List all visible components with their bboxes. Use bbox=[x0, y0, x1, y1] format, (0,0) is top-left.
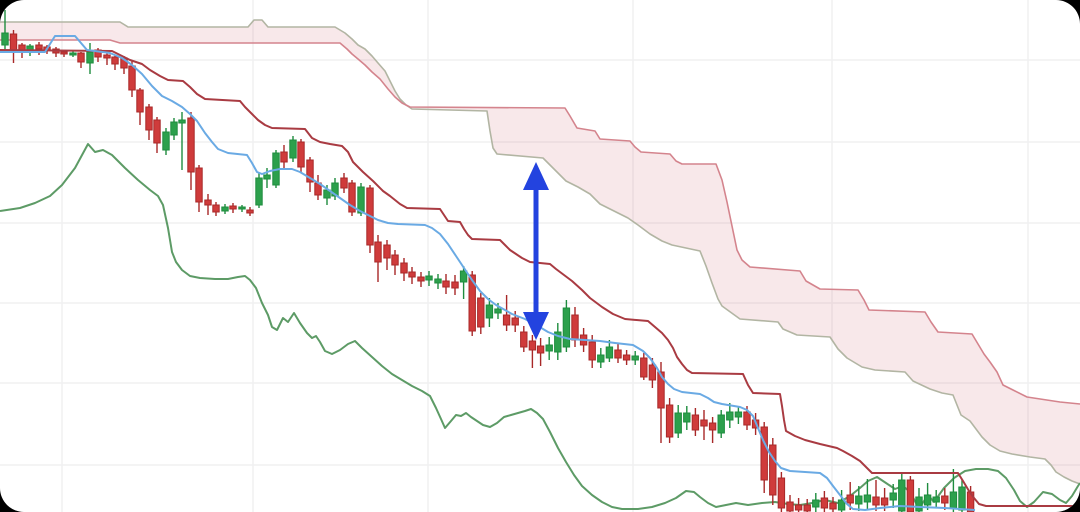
base-line-red bbox=[0, 49, 1080, 507]
conversion-line-blue bbox=[0, 35, 976, 511]
candlestick-series bbox=[1, 10, 975, 512]
measure-arrow-annotation[interactable] bbox=[523, 162, 549, 340]
indicator-cloud bbox=[0, 19, 1080, 485]
